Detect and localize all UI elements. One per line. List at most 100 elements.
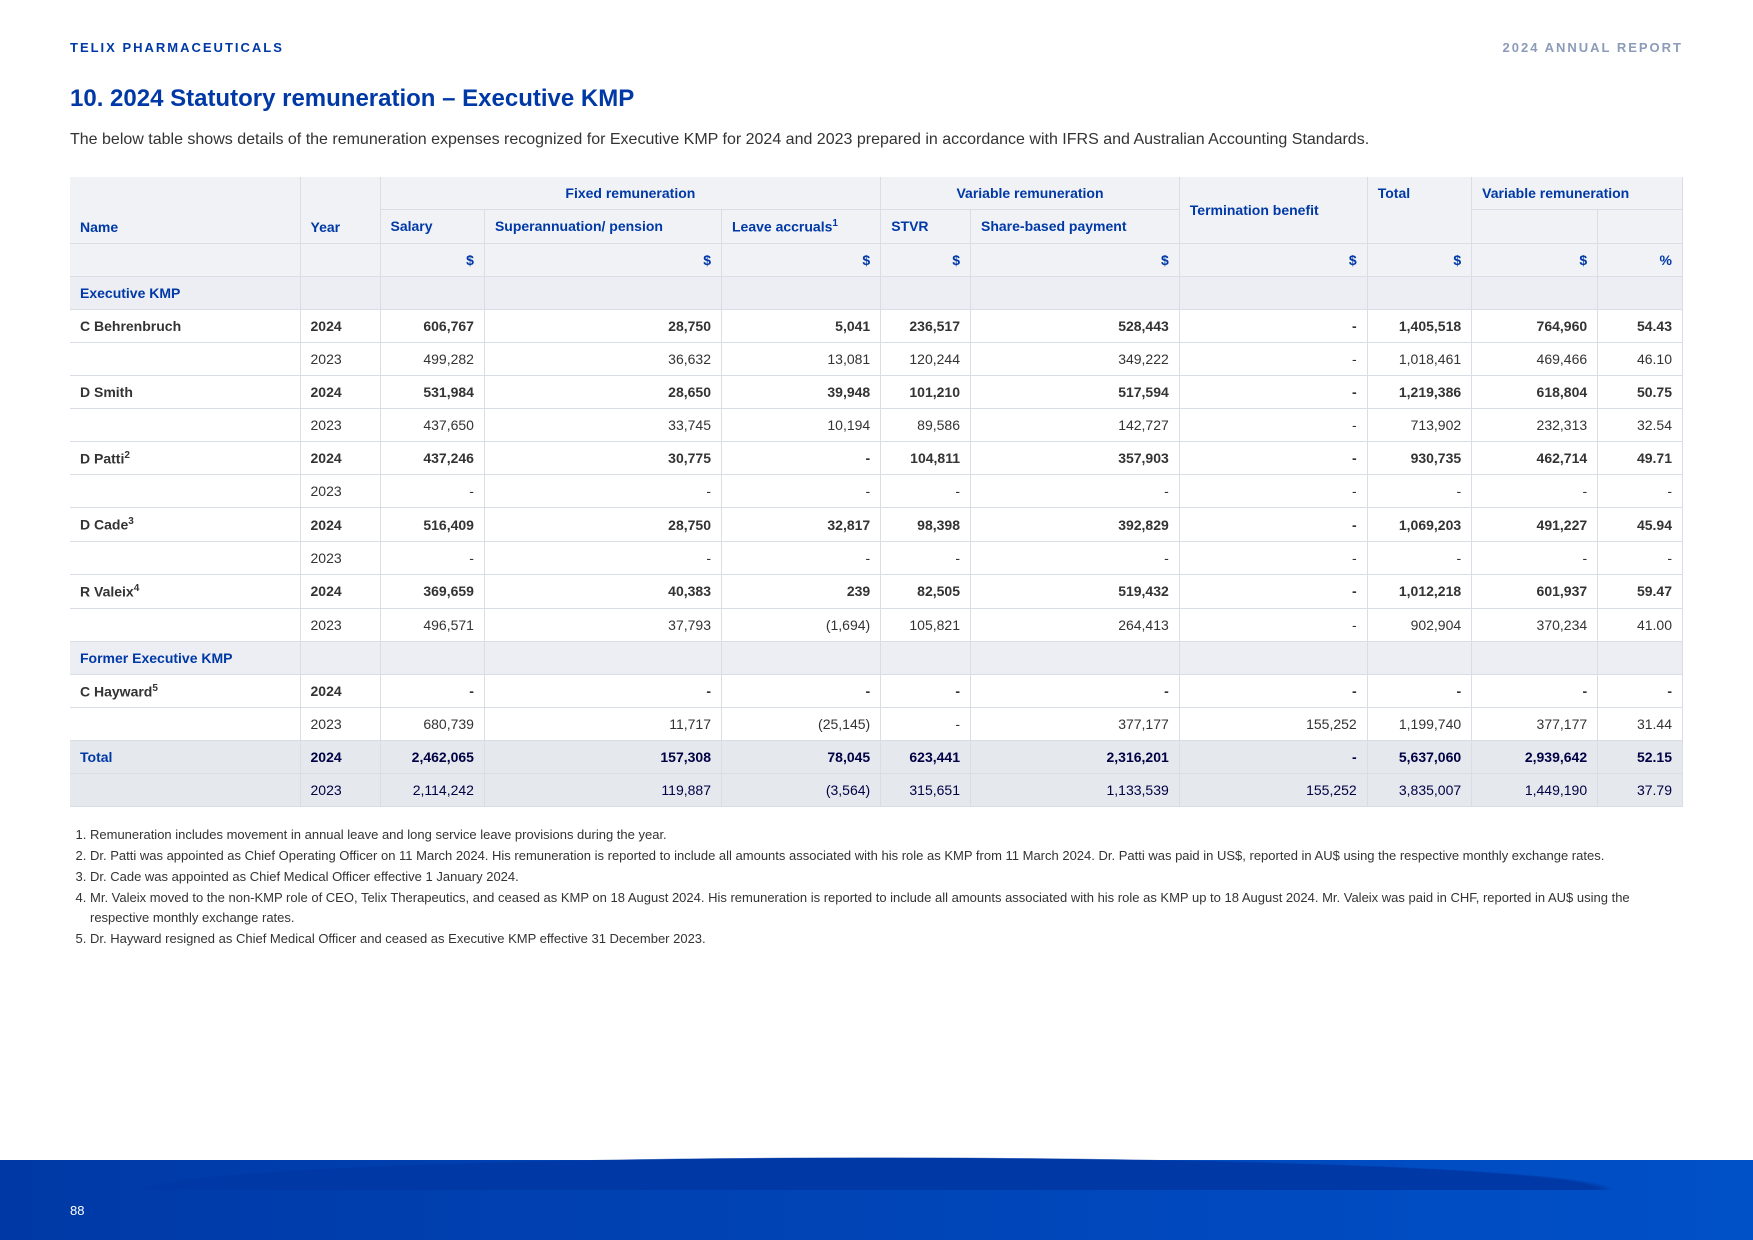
th-total: Total [1367,177,1471,243]
value-cell: 30,775 [484,441,721,475]
company-name: TELIX PHARMACEUTICALS [70,40,284,55]
value-cell: - [1472,674,1598,708]
th-name: Name [70,177,300,243]
value-cell: 59.47 [1598,574,1683,608]
value-cell: 155,252 [1179,774,1367,807]
value-cell: 517,594 [971,375,1180,408]
value-cell: 680,739 [380,708,484,741]
section-cell [971,641,1180,674]
name-cell: D Cade3 [70,508,300,542]
section-cell [1598,276,1683,309]
name-cell [70,475,300,508]
table-header: Name Year Fixed remuneration Variable re… [70,177,1683,276]
name-cell [70,708,300,741]
value-cell: 239 [721,574,880,608]
value-cell: 28,650 [484,375,721,408]
table-row: 2023--------- [70,475,1683,508]
value-cell: 36,632 [484,342,721,375]
value-cell: 3,835,007 [1367,774,1471,807]
value-cell: - [1179,309,1367,342]
value-cell: 120,244 [881,342,971,375]
value-cell: 377,177 [971,708,1180,741]
value-cell: 349,222 [971,342,1180,375]
value-cell: 40,383 [484,574,721,608]
value-cell: 46.10 [1598,342,1683,375]
year-cell: 2024 [300,441,380,475]
value-cell: - [881,541,971,574]
value-cell: 1,449,190 [1472,774,1598,807]
th-d4: $ [881,243,971,276]
value-cell: 764,960 [1472,309,1598,342]
table-row: C Behrenbruch2024606,76728,7505,041236,5… [70,309,1683,342]
value-cell: - [1367,475,1471,508]
name-cell: C Hayward5 [70,674,300,708]
value-cell: 1,405,518 [1367,309,1471,342]
name-cell [70,541,300,574]
value-cell: 930,735 [1367,441,1471,475]
th-d1: $ [380,243,484,276]
value-cell: 1,133,539 [971,774,1180,807]
section-cell [721,641,880,674]
th-d6: $ [1179,243,1367,276]
th-termination: Termination benefit [1179,177,1367,243]
value-cell: 236,517 [881,309,971,342]
section-row: Former Executive KMP [70,641,1683,674]
value-cell: (25,145) [721,708,880,741]
page-number: 88 [70,1203,84,1218]
value-cell: (3,564) [721,774,880,807]
value-cell: 5,637,060 [1367,741,1471,774]
section-cell [1367,641,1471,674]
value-cell: - [1179,342,1367,375]
value-cell: - [971,674,1180,708]
value-cell: - [971,541,1180,574]
section-cell [1367,276,1471,309]
table-row: 2023680,73911,717(25,145)-377,177155,252… [70,708,1683,741]
section-cell [484,276,721,309]
section-row: Executive KMP [70,276,1683,309]
value-cell: 50.75 [1598,375,1683,408]
footnotes: Remuneration includes movement in annual… [70,825,1683,950]
value-cell: - [380,475,484,508]
th-salary: Salary [380,210,484,244]
section-cell [1598,641,1683,674]
value-cell: 516,409 [380,508,484,542]
value-cell: 491,227 [1472,508,1598,542]
section-cell [300,276,380,309]
th-blank2 [1598,210,1683,244]
value-cell: 31.44 [1598,708,1683,741]
value-cell: 462,714 [1472,441,1598,475]
value-cell: 52.15 [1598,741,1683,774]
section-cell [300,641,380,674]
year-cell: 2024 [300,309,380,342]
th-share: Share-based payment [971,210,1180,244]
table-row: 2023--------- [70,541,1683,574]
section-cell [1472,276,1598,309]
year-cell: 2023 [300,475,380,508]
value-cell: 531,984 [380,375,484,408]
value-cell: - [484,541,721,574]
year-cell: 2024 [300,741,380,774]
value-cell: 41.00 [1598,608,1683,641]
value-cell: 37.79 [1598,774,1683,807]
value-cell: - [881,475,971,508]
value-cell: 78,045 [721,741,880,774]
year-cell: 2023 [300,541,380,574]
value-cell: 369,659 [380,574,484,608]
value-cell: - [1179,674,1367,708]
year-cell: 2024 [300,674,380,708]
value-cell: 370,234 [1472,608,1598,641]
th-blank-year [300,243,380,276]
value-cell: - [1367,674,1471,708]
footnote-item: Remuneration includes movement in annual… [90,825,1683,846]
table-row: D Patti22024437,24630,775-104,811357,903… [70,441,1683,475]
value-cell: 157,308 [484,741,721,774]
value-cell: 1,012,218 [1367,574,1471,608]
value-cell: - [1179,408,1367,441]
value-cell: - [484,674,721,708]
report-label: 2024 ANNUAL REPORT [1503,40,1683,55]
value-cell: - [971,475,1180,508]
th-blank-name [70,243,300,276]
value-cell: 32.54 [1598,408,1683,441]
year-cell: 2024 [300,574,380,608]
value-cell: 10,194 [721,408,880,441]
